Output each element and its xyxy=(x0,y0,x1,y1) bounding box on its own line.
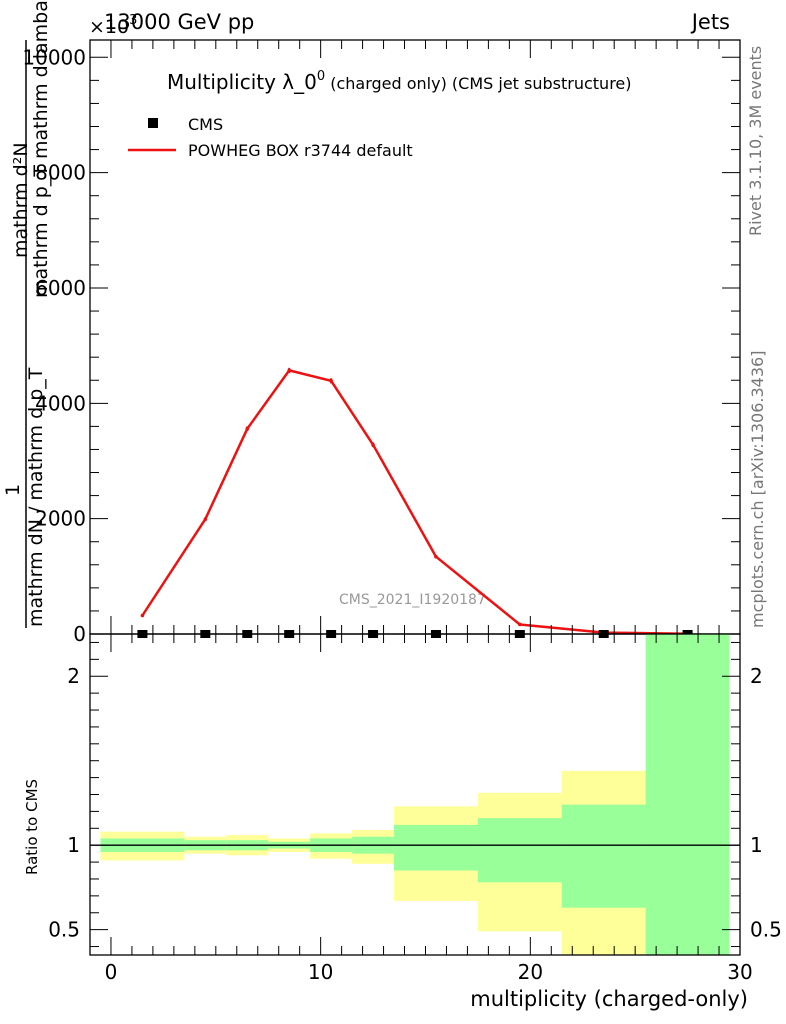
plot-title-suffix: (charged only) (CMS jet substructure) xyxy=(325,74,631,93)
category-label: Jets xyxy=(690,10,730,34)
mc-point xyxy=(140,613,145,618)
ratio-band-inner xyxy=(394,824,478,871)
ratio-band-inner xyxy=(561,804,646,908)
main-ytick-label: 10000 xyxy=(22,45,86,69)
plot-title: Multiplicity λ_00 (charged only) (CMS je… xyxy=(167,69,632,94)
ratio-xtick-label: 10 xyxy=(308,960,333,984)
xlabel: multiplicity (charged-only) xyxy=(470,987,748,1011)
mc-point xyxy=(434,554,438,559)
ratio-ytick-label-right: 2 xyxy=(750,664,763,688)
rivet-label: Rivet 3.1.10, 3M events xyxy=(746,46,765,236)
mcplots-label: mcplots.cern.ch [arXiv:1306.3436] xyxy=(748,351,767,628)
mc-point xyxy=(245,426,250,431)
main-ytick-label: 8000 xyxy=(35,161,86,185)
legend-cms-label: CMS xyxy=(188,115,223,134)
ratio-panel: 0.5 0.51 12 20 10 20 30 Ratio to CMS multiplic… xyxy=(23,633,782,1011)
ratio-ylabel: Ratio to CMS xyxy=(23,779,41,875)
mc-point xyxy=(371,443,375,447)
mc-point xyxy=(518,622,522,627)
plot-title-main: Multiplicity λ_0 xyxy=(167,70,317,94)
ratio-ytick-label: 2 xyxy=(67,664,80,688)
ratio-band-inner xyxy=(645,634,730,955)
axis-multiplier: ×103 xyxy=(89,13,137,38)
main-ytick-label: 0 xyxy=(73,622,86,646)
axis-multiplier-base: ×10 xyxy=(89,16,129,38)
mc-line xyxy=(141,369,688,635)
ylabel-numerator: mathrm d²N xyxy=(10,142,32,258)
mc-point xyxy=(329,379,333,383)
legend-cms-marker xyxy=(148,118,158,128)
legend: CMS POWHEG BOX r3744 default xyxy=(128,115,413,160)
main-axes: 0 2000 4000 6000 8000 10000 xyxy=(22,39,741,646)
main-ytick-label: 6000 xyxy=(35,276,86,300)
main-ytick-label: 4000 xyxy=(35,391,86,415)
ratio-ytick-label: 1 xyxy=(67,833,80,857)
axis-multiplier-exp: 3 xyxy=(129,13,137,28)
ylabel-numerator-long: mathrm d p_T mathrm d lamba xyxy=(30,0,52,298)
ratio-axes: 0.5 0.51 12 20 10 20 30 xyxy=(48,633,782,984)
ratio-band-inner xyxy=(477,818,562,883)
ratio-xtick-label: 30 xyxy=(727,960,752,984)
main-series xyxy=(140,367,690,636)
main-ytick-label: 2000 xyxy=(35,507,86,531)
mc-point xyxy=(287,368,291,373)
ratio-xtick-label: 20 xyxy=(518,960,543,984)
ratio-xtick-label: 0 xyxy=(105,960,118,984)
ratio-ytick-label-right: 1 xyxy=(750,833,763,857)
ratio-bands xyxy=(100,634,730,955)
legend-powheg-label: POWHEG BOX r3744 default xyxy=(188,141,413,160)
ylabel-denominator: mathrm dN / mathrm d p_T xyxy=(25,367,47,627)
ylabel-one: 1 xyxy=(2,484,24,496)
ratio-ytick-label: 0.5 xyxy=(48,918,80,942)
plot-title-sup: 0 xyxy=(317,69,325,84)
watermark: CMS_2021_I1920187 xyxy=(339,592,486,608)
ratio-ytick-label-right: 0.5 xyxy=(750,918,782,942)
main-panel: Multiplicity λ_00 (charged only) (CMS je… xyxy=(2,0,741,646)
energy-label: 13000 GeV pp xyxy=(104,10,254,34)
mc-point xyxy=(203,517,208,522)
main-ylabel: mathrm d²N mathrm d p_T mathrm d lamba 1… xyxy=(2,0,52,628)
